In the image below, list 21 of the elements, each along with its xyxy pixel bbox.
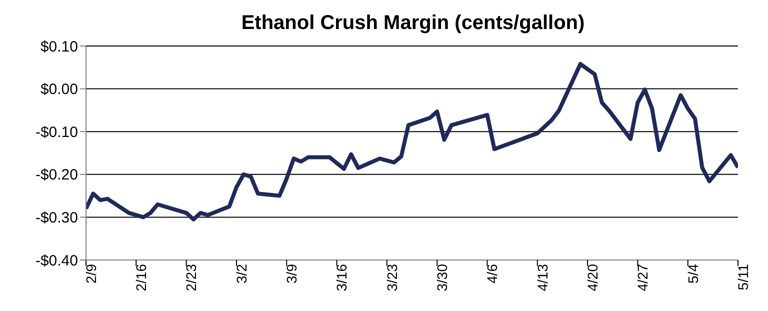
y-tick-label: -$0.20 xyxy=(35,166,78,184)
x-tick-label: 3/16 xyxy=(334,264,350,292)
x-tick-label: 3/2 xyxy=(233,264,250,284)
x-tick-label: 5/4 xyxy=(684,264,701,284)
y-tick-label: $0.00 xyxy=(40,81,78,98)
y-tick-label: -$0.40 xyxy=(35,252,78,270)
x-tick-label: 3/9 xyxy=(284,264,300,284)
x-tick-label: 5/11 xyxy=(734,264,751,290)
x-tick-label: 2/9 xyxy=(82,264,99,284)
x-tick-label: 4/6 xyxy=(484,264,500,284)
x-tick-label: 2/23 xyxy=(183,264,200,292)
y-tick-label: -$0.10 xyxy=(35,124,78,141)
y-tick-label: -$0.30 xyxy=(35,210,78,227)
x-tick-label: 3/23 xyxy=(384,264,400,292)
x-tick-label: 2/16 xyxy=(133,264,150,292)
x-tick-label: 4/13 xyxy=(534,264,550,292)
x-tick-label: 3/30 xyxy=(434,264,450,292)
x-tick-label: 4/20 xyxy=(584,264,600,292)
chart-title: Ethanol Crush Margin (cents/gallon) xyxy=(240,11,586,36)
x-tick-label: 4/27 xyxy=(634,264,651,292)
y-tick-label: $0.10 xyxy=(40,38,78,56)
